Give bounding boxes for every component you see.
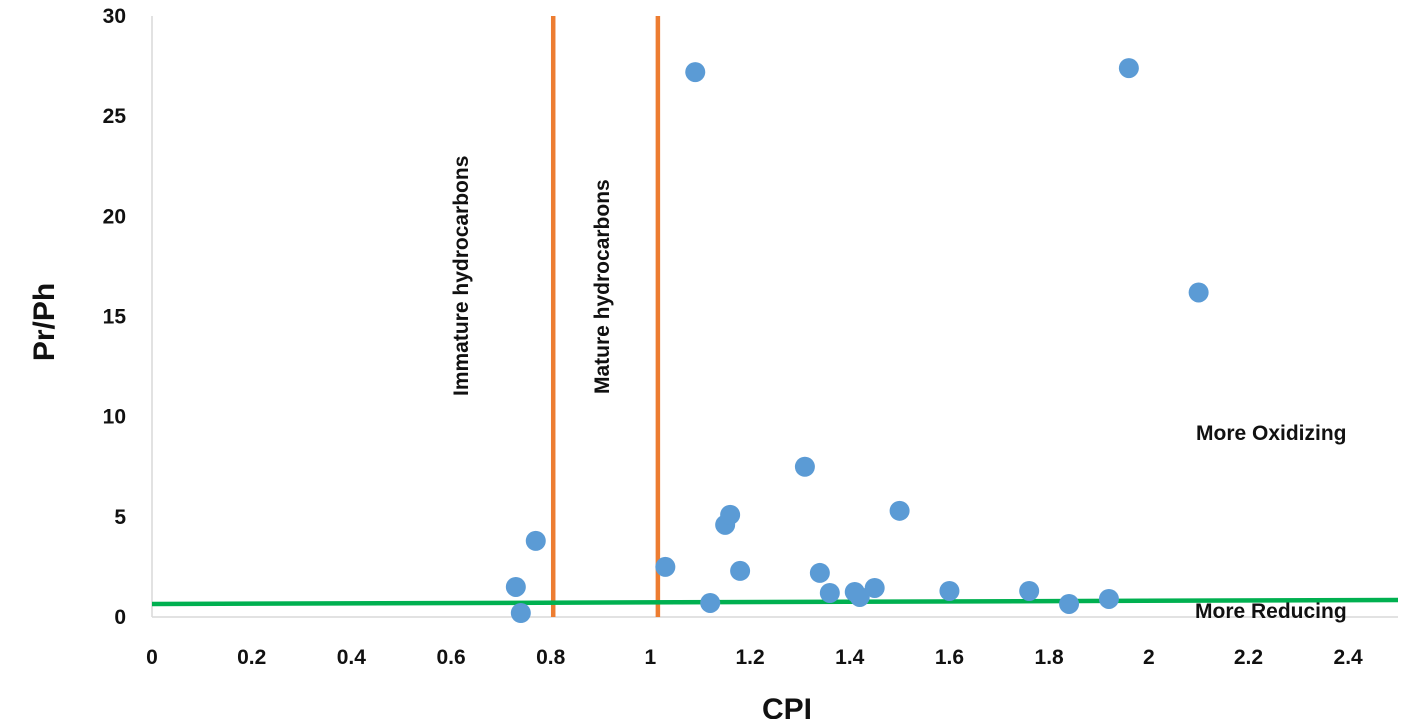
x-tick-label: 0 bbox=[146, 646, 158, 669]
data-point bbox=[1118, 58, 1139, 79]
data-point bbox=[1098, 588, 1119, 609]
y-tick-label: 20 bbox=[103, 205, 126, 228]
x-tick-label: 2.2 bbox=[1234, 646, 1263, 669]
y-tick-label: 30 bbox=[103, 5, 126, 28]
annotation-immature: Immature hydrocarbons bbox=[450, 156, 473, 396]
data-point bbox=[525, 530, 546, 551]
x-tick-label: 0.6 bbox=[436, 646, 465, 669]
axes bbox=[151, 16, 1398, 618]
x-axis-title: CPI bbox=[762, 693, 812, 719]
data-point bbox=[655, 556, 676, 577]
data-point bbox=[1188, 282, 1209, 303]
annotation-mature: Mature hydrocarbons bbox=[591, 179, 614, 394]
data-point bbox=[685, 62, 706, 83]
data-point bbox=[510, 602, 531, 623]
y-tick-label: 10 bbox=[103, 406, 126, 429]
data-point bbox=[700, 592, 721, 613]
x-tick-label: 0.8 bbox=[536, 646, 566, 669]
y-axis-title: Pr/Ph bbox=[28, 283, 61, 361]
data-point bbox=[794, 456, 815, 477]
data-point bbox=[819, 582, 840, 603]
x-tick-label: 1 bbox=[645, 646, 657, 669]
y-tick-labels: 0 5 10 15 20 25 30 bbox=[103, 5, 127, 629]
data-point bbox=[864, 577, 885, 598]
x-tick-labels: 0 0.2 0.4 0.6 0.8 1 1.2 1.4 1.6 1.8 2 2.2 2.4 bbox=[146, 646, 1363, 669]
y-tick-label: 15 bbox=[103, 306, 127, 329]
data-point bbox=[849, 586, 870, 607]
x-tick-label: 2.4 bbox=[1334, 646, 1364, 669]
x-tick-label: 2 bbox=[1143, 646, 1155, 669]
x-tick-label: 1.4 bbox=[835, 646, 865, 669]
annotation-oxidizing: More Oxidizing bbox=[1196, 422, 1347, 445]
threshold-lines bbox=[550, 16, 661, 617]
data-point bbox=[889, 500, 910, 521]
boundary-line bbox=[151, 597, 1399, 607]
y-tick-label: 25 bbox=[103, 105, 127, 128]
data-point bbox=[720, 504, 741, 525]
data-point bbox=[505, 576, 526, 597]
data-point bbox=[730, 560, 751, 581]
x-tick-label: 1.8 bbox=[1035, 646, 1065, 669]
x-tick-label: 1.6 bbox=[935, 646, 964, 669]
x-tick-label: 1.2 bbox=[735, 646, 764, 669]
data-point bbox=[1059, 593, 1080, 614]
data-point bbox=[939, 580, 960, 601]
x-tick-label: 0.2 bbox=[237, 646, 266, 669]
redox-boundary bbox=[151, 597, 1399, 607]
data-point bbox=[809, 562, 830, 583]
y-tick-label: 5 bbox=[114, 506, 126, 529]
data-points bbox=[505, 58, 1209, 623]
annotation-reducing: More Reducing bbox=[1195, 600, 1347, 623]
x-tick-label: 0.4 bbox=[337, 646, 367, 669]
data-point bbox=[1019, 580, 1040, 601]
y-tick-label: 0 bbox=[114, 606, 126, 629]
